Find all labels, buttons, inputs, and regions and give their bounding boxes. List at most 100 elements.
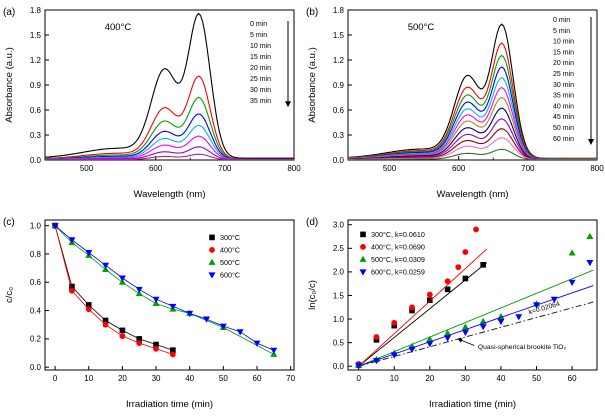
y-tick-label: 1.5 <box>333 31 345 40</box>
triangle-down-marker <box>408 346 416 353</box>
x-tick-label: 40 <box>497 374 506 383</box>
triangle-up-marker <box>479 317 487 324</box>
triangle-down-marker <box>359 269 367 276</box>
triangle-down-marker <box>444 335 452 342</box>
panel-tag: (c) <box>3 217 15 228</box>
x-tick-label: 20 <box>118 374 127 383</box>
circle-marker <box>391 319 398 326</box>
annotation-text: Quasi-spherical brookite TiO₂ <box>478 344 567 351</box>
x-tick-label: 800 <box>287 164 301 173</box>
y-axis-label: ln(c₀/c) <box>307 280 318 310</box>
legend-time-label: 10 min <box>250 43 271 50</box>
y-tick-label: 1.8 <box>30 6 42 15</box>
y-tick-label: 0.3 <box>30 131 42 140</box>
legend-time-label: 15 min <box>250 54 271 61</box>
triangle-up-marker <box>586 232 594 240</box>
panel-a-chart: 500 600 700 800 0.0 0.3 0.6 0.9 1.2 1.5 1.8 Wavelen… <box>3 6 301 200</box>
triangle-up-marker <box>208 258 216 265</box>
x-tick-label: 700 <box>521 164 535 173</box>
legend-time-label: 60 min <box>553 136 574 143</box>
y-tick-label: 0.2 <box>30 335 42 344</box>
triangle-down-marker <box>372 358 380 365</box>
x-tick-label: 10 <box>84 374 93 383</box>
legend-time-label: 10 min <box>553 39 574 46</box>
spectrum-curve <box>348 148 597 160</box>
circle-marker <box>119 333 126 339</box>
plot-border <box>44 219 295 371</box>
circle-marker <box>462 249 469 255</box>
x-tick-label: 0 <box>53 374 58 383</box>
y-tick-label: 2.0 <box>333 268 345 277</box>
y-tick-label: 0.0 <box>333 362 345 371</box>
y-tick-label: 1.5 <box>333 291 345 300</box>
x-axis-label: Wavelength (nm) <box>134 189 206 200</box>
legend-time-label: 25 min <box>553 71 574 78</box>
legend-time-label: 5 min <box>553 28 570 35</box>
legend-label: 500°C, k=0.0309 <box>371 255 425 264</box>
panel-title: 400°C <box>105 22 132 33</box>
panel-b-absorbance-500C: 500 600 700 800 0.0 0.3 0.6 0.9 1.2 1.5 1.8 Wavelen… <box>303 0 605 210</box>
y-tick-label: 0.0 <box>333 156 345 165</box>
triangle-down-marker <box>390 352 398 359</box>
x-tick-label: 10 <box>390 374 399 383</box>
triangle-down-marker <box>169 303 177 311</box>
data-group <box>45 12 294 160</box>
x-tick-label: 20 <box>425 374 434 383</box>
triangle-down-marker <box>51 223 59 230</box>
circle-marker <box>69 287 75 294</box>
triangle-down-marker <box>85 250 93 257</box>
circle-marker <box>455 264 462 271</box>
panel-a-absorbance-400C: 500 600 700 800 0.0 0.3 0.6 0.9 1.2 1.5 1.8 Wavelen… <box>0 0 302 210</box>
connector-line <box>54 225 274 351</box>
triangle-down-marker <box>550 296 558 303</box>
triangle-down-marker <box>102 262 110 269</box>
y-tick-label: 1.8 <box>333 6 345 15</box>
square-marker <box>480 262 486 268</box>
square-marker <box>170 347 176 353</box>
legend-time-label: 0 min <box>553 17 570 24</box>
connector-line <box>54 225 274 355</box>
legend-time-label: 30 min <box>250 87 271 94</box>
y-tick-label: 0.6 <box>30 278 42 287</box>
triangle-down-marker <box>186 310 194 318</box>
legend-label: 600°C <box>220 271 240 280</box>
triangle-down-marker <box>270 347 278 354</box>
data-group <box>51 221 278 358</box>
x-tick-label: 700 <box>218 164 232 173</box>
x-tick-label: 500 <box>80 164 94 173</box>
legend-time-label: 45 min <box>553 114 574 121</box>
y-tick-label: 1.0 <box>333 315 345 324</box>
circle-marker <box>169 351 176 358</box>
triangle-up-marker <box>359 255 367 262</box>
y-tick-label: 0.6 <box>333 106 345 115</box>
x-tick-label: 800 <box>590 164 604 173</box>
legend-label: 400°C <box>220 246 240 255</box>
circle-marker <box>373 334 380 340</box>
circle-marker <box>209 247 215 253</box>
y-tick-label: 1.5 <box>30 31 42 40</box>
square-marker <box>462 275 469 282</box>
data-group <box>355 226 594 369</box>
y-tick-label: 1.2 <box>333 56 345 65</box>
triangle-down-marker <box>461 329 469 336</box>
legend-label: 500°C <box>220 258 240 267</box>
spectrum-curve <box>348 66 597 160</box>
circle-marker <box>409 304 415 311</box>
square-marker <box>102 317 109 324</box>
reference-dashdot-line <box>358 301 594 367</box>
legend-time-label: 20 min <box>250 65 271 72</box>
y-axis-label: c/c₀ <box>4 287 15 303</box>
square-marker <box>360 231 366 238</box>
triangle-down-marker <box>203 316 211 323</box>
legend-time-label: 30 min <box>553 82 574 89</box>
triangle-down-marker <box>68 237 76 244</box>
legend-time-label: 15 min <box>553 49 574 56</box>
circle-marker <box>426 291 433 298</box>
legend-time-label: 35 min <box>250 98 271 105</box>
panel-b-chart: 500 600 700 800 0.0 0.3 0.6 0.9 1.2 1.5 1.8 Wavelen… <box>306 6 604 200</box>
square-marker <box>69 283 75 290</box>
square-marker <box>136 336 143 342</box>
x-tick-label: 40 <box>185 374 194 383</box>
legend-label: 600°C, k=0.0259 <box>371 268 425 277</box>
